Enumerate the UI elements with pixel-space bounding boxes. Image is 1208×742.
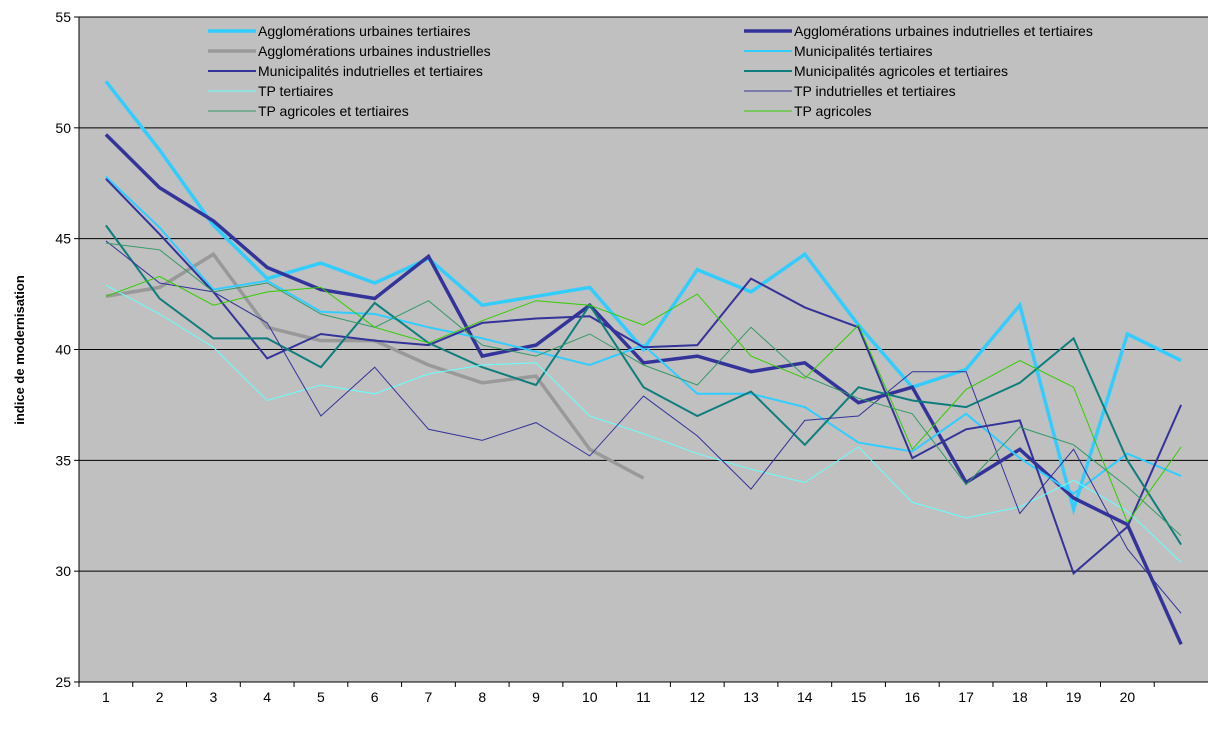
series-line-2 xyxy=(104,133,1183,646)
x-tick-label: 8 xyxy=(478,689,486,705)
series-line-10 xyxy=(105,275,1182,524)
y-tick-label: 30 xyxy=(55,563,71,579)
x-tick-label: 17 xyxy=(958,689,974,705)
x-tick-label: 19 xyxy=(1066,689,1082,705)
x-tick-label: 16 xyxy=(905,689,921,705)
legend-label: TP tertiaires xyxy=(258,83,333,99)
x-tick-label: 9 xyxy=(532,689,540,705)
y-tick-label: 40 xyxy=(55,342,71,358)
x-tick-label: 11 xyxy=(636,689,651,705)
legend-label: Agglomérations urbaines industrielles xyxy=(258,43,491,59)
x-tick-label: 20 xyxy=(1120,689,1136,705)
x-tick-label: 7 xyxy=(425,689,433,705)
series-line-6 xyxy=(105,224,1182,546)
legend-label: Municipalités tertiaires xyxy=(794,43,933,59)
y-tick-label: 50 xyxy=(55,120,71,136)
x-tick-label: 4 xyxy=(263,689,271,705)
y-axis-title: indice de modernisation xyxy=(12,275,27,425)
x-tick-label: 6 xyxy=(371,689,379,705)
legend-label: TP indutrielles et tertiaires xyxy=(794,83,956,99)
series-line-8 xyxy=(105,240,1182,614)
legend-label: TP agricoles xyxy=(794,103,872,119)
y-tick-label: 55 xyxy=(55,9,71,25)
series-line-4 xyxy=(105,175,1182,495)
legend-label: Municipalités agricoles et tertiaires xyxy=(794,63,1008,79)
y-tick-label: 45 xyxy=(55,231,71,247)
x-tick-label: 2 xyxy=(156,689,164,705)
series-line-7 xyxy=(105,284,1182,563)
x-tick-label: 1 xyxy=(102,689,110,705)
x-tick-label: 10 xyxy=(582,689,598,705)
x-tick-label: 3 xyxy=(210,689,218,705)
x-tick-label: 5 xyxy=(317,689,325,705)
legend-label: TP agricoles et tertiaires xyxy=(258,103,409,119)
x-tick-label: 13 xyxy=(743,689,759,705)
legend-label: Agglomérations urbaines indutrielles et … xyxy=(794,23,1093,39)
x-tick-label: 14 xyxy=(797,689,813,705)
series-line-9 xyxy=(105,242,1182,537)
x-tick-label: 12 xyxy=(689,689,705,705)
series-line-5 xyxy=(105,178,1183,576)
legend-label: Municipalités indutrielles et tertiaires xyxy=(258,63,483,79)
y-tick-label: 25 xyxy=(55,674,71,690)
x-tick-label: 18 xyxy=(1012,689,1028,705)
legend-label: Agglomérations urbaines tertiaires xyxy=(258,23,470,39)
y-tick-label: 35 xyxy=(55,452,71,468)
x-tick-label: 15 xyxy=(851,689,867,705)
